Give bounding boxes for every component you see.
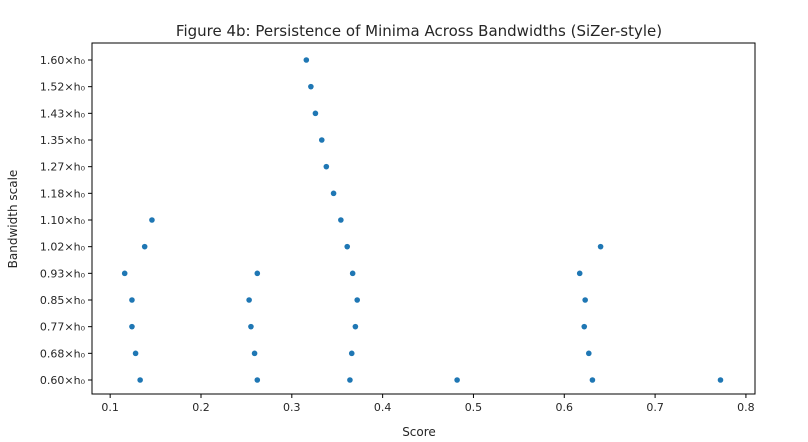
x-tick-label: 0.6 <box>556 401 574 414</box>
y-tick-label: 1.02×h₀ <box>40 241 86 254</box>
y-tick-label: 1.60×h₀ <box>40 54 86 67</box>
data-point <box>338 217 344 223</box>
data-point <box>312 110 319 117</box>
data-point <box>330 190 337 197</box>
y-tick-label: 0.68×h₀ <box>40 347 86 360</box>
data-point <box>354 297 361 303</box>
data-point <box>141 243 148 250</box>
data-point <box>129 297 135 303</box>
data-point <box>254 377 261 383</box>
data-point <box>576 270 583 277</box>
y-tick-label: 1.18×h₀ <box>40 187 86 200</box>
x-tick-label: 0.2 <box>192 401 210 414</box>
data-point <box>581 323 588 330</box>
data-point <box>585 350 592 357</box>
data-point <box>589 377 596 383</box>
y-axis-label: Bandwidth scale <box>6 170 20 269</box>
x-tick-label: 0.8 <box>737 401 755 414</box>
data-point <box>251 350 258 357</box>
x-tick-label: 0.7 <box>646 401 664 414</box>
y-tick-label: 1.10×h₀ <box>40 214 86 227</box>
data-point <box>352 323 359 330</box>
data-point <box>121 270 128 277</box>
x-tick-label: 0.3 <box>283 401 301 414</box>
data-point <box>149 217 155 223</box>
y-tick-label: 1.35×h₀ <box>40 134 86 147</box>
x-axis-label: Score <box>402 425 436 439</box>
data-point <box>254 270 261 277</box>
data-points <box>121 57 724 383</box>
data-point <box>323 163 330 170</box>
y-tick-label: 0.93×h₀ <box>40 267 86 280</box>
y-tick-label: 1.52×h₀ <box>40 81 86 94</box>
x-axis: 0.1 0.2 0.3 0.4 0.5 0.6 0.7 0.8 <box>101 394 755 414</box>
data-point <box>303 57 310 63</box>
x-tick-label: 0.1 <box>101 401 119 414</box>
y-tick-label: 0.77×h₀ <box>40 321 86 334</box>
x-tick-label: 0.5 <box>465 401 483 414</box>
data-point <box>318 137 325 143</box>
data-point <box>129 323 135 330</box>
data-point <box>597 243 604 250</box>
data-point <box>344 243 351 250</box>
y-tick-label: 0.85×h₀ <box>40 294 86 307</box>
plot-area <box>91 42 756 395</box>
y-axis: 0.60×h₀ 0.68×h₀ 0.77×h₀ 0.85×h₀ 0.93×h₀ 1.02×… <box>40 54 92 387</box>
y-tick-label: 1.27×h₀ <box>40 161 86 174</box>
data-point <box>246 297 252 303</box>
data-point <box>137 377 143 383</box>
data-point <box>308 83 314 90</box>
data-point <box>347 377 353 383</box>
chart-title: Figure 4b: Persistence of Minima Across … <box>176 22 662 40</box>
y-tick-label: 0.60×h₀ <box>40 374 86 387</box>
data-point <box>248 323 254 330</box>
data-point <box>454 377 460 383</box>
x-tick-label: 0.4 <box>374 401 392 414</box>
y-tick-label: 1.43×h₀ <box>40 107 86 120</box>
data-point <box>132 350 139 357</box>
data-point <box>582 297 588 303</box>
data-point <box>348 350 355 357</box>
data-point <box>349 270 356 277</box>
data-point <box>717 377 724 383</box>
